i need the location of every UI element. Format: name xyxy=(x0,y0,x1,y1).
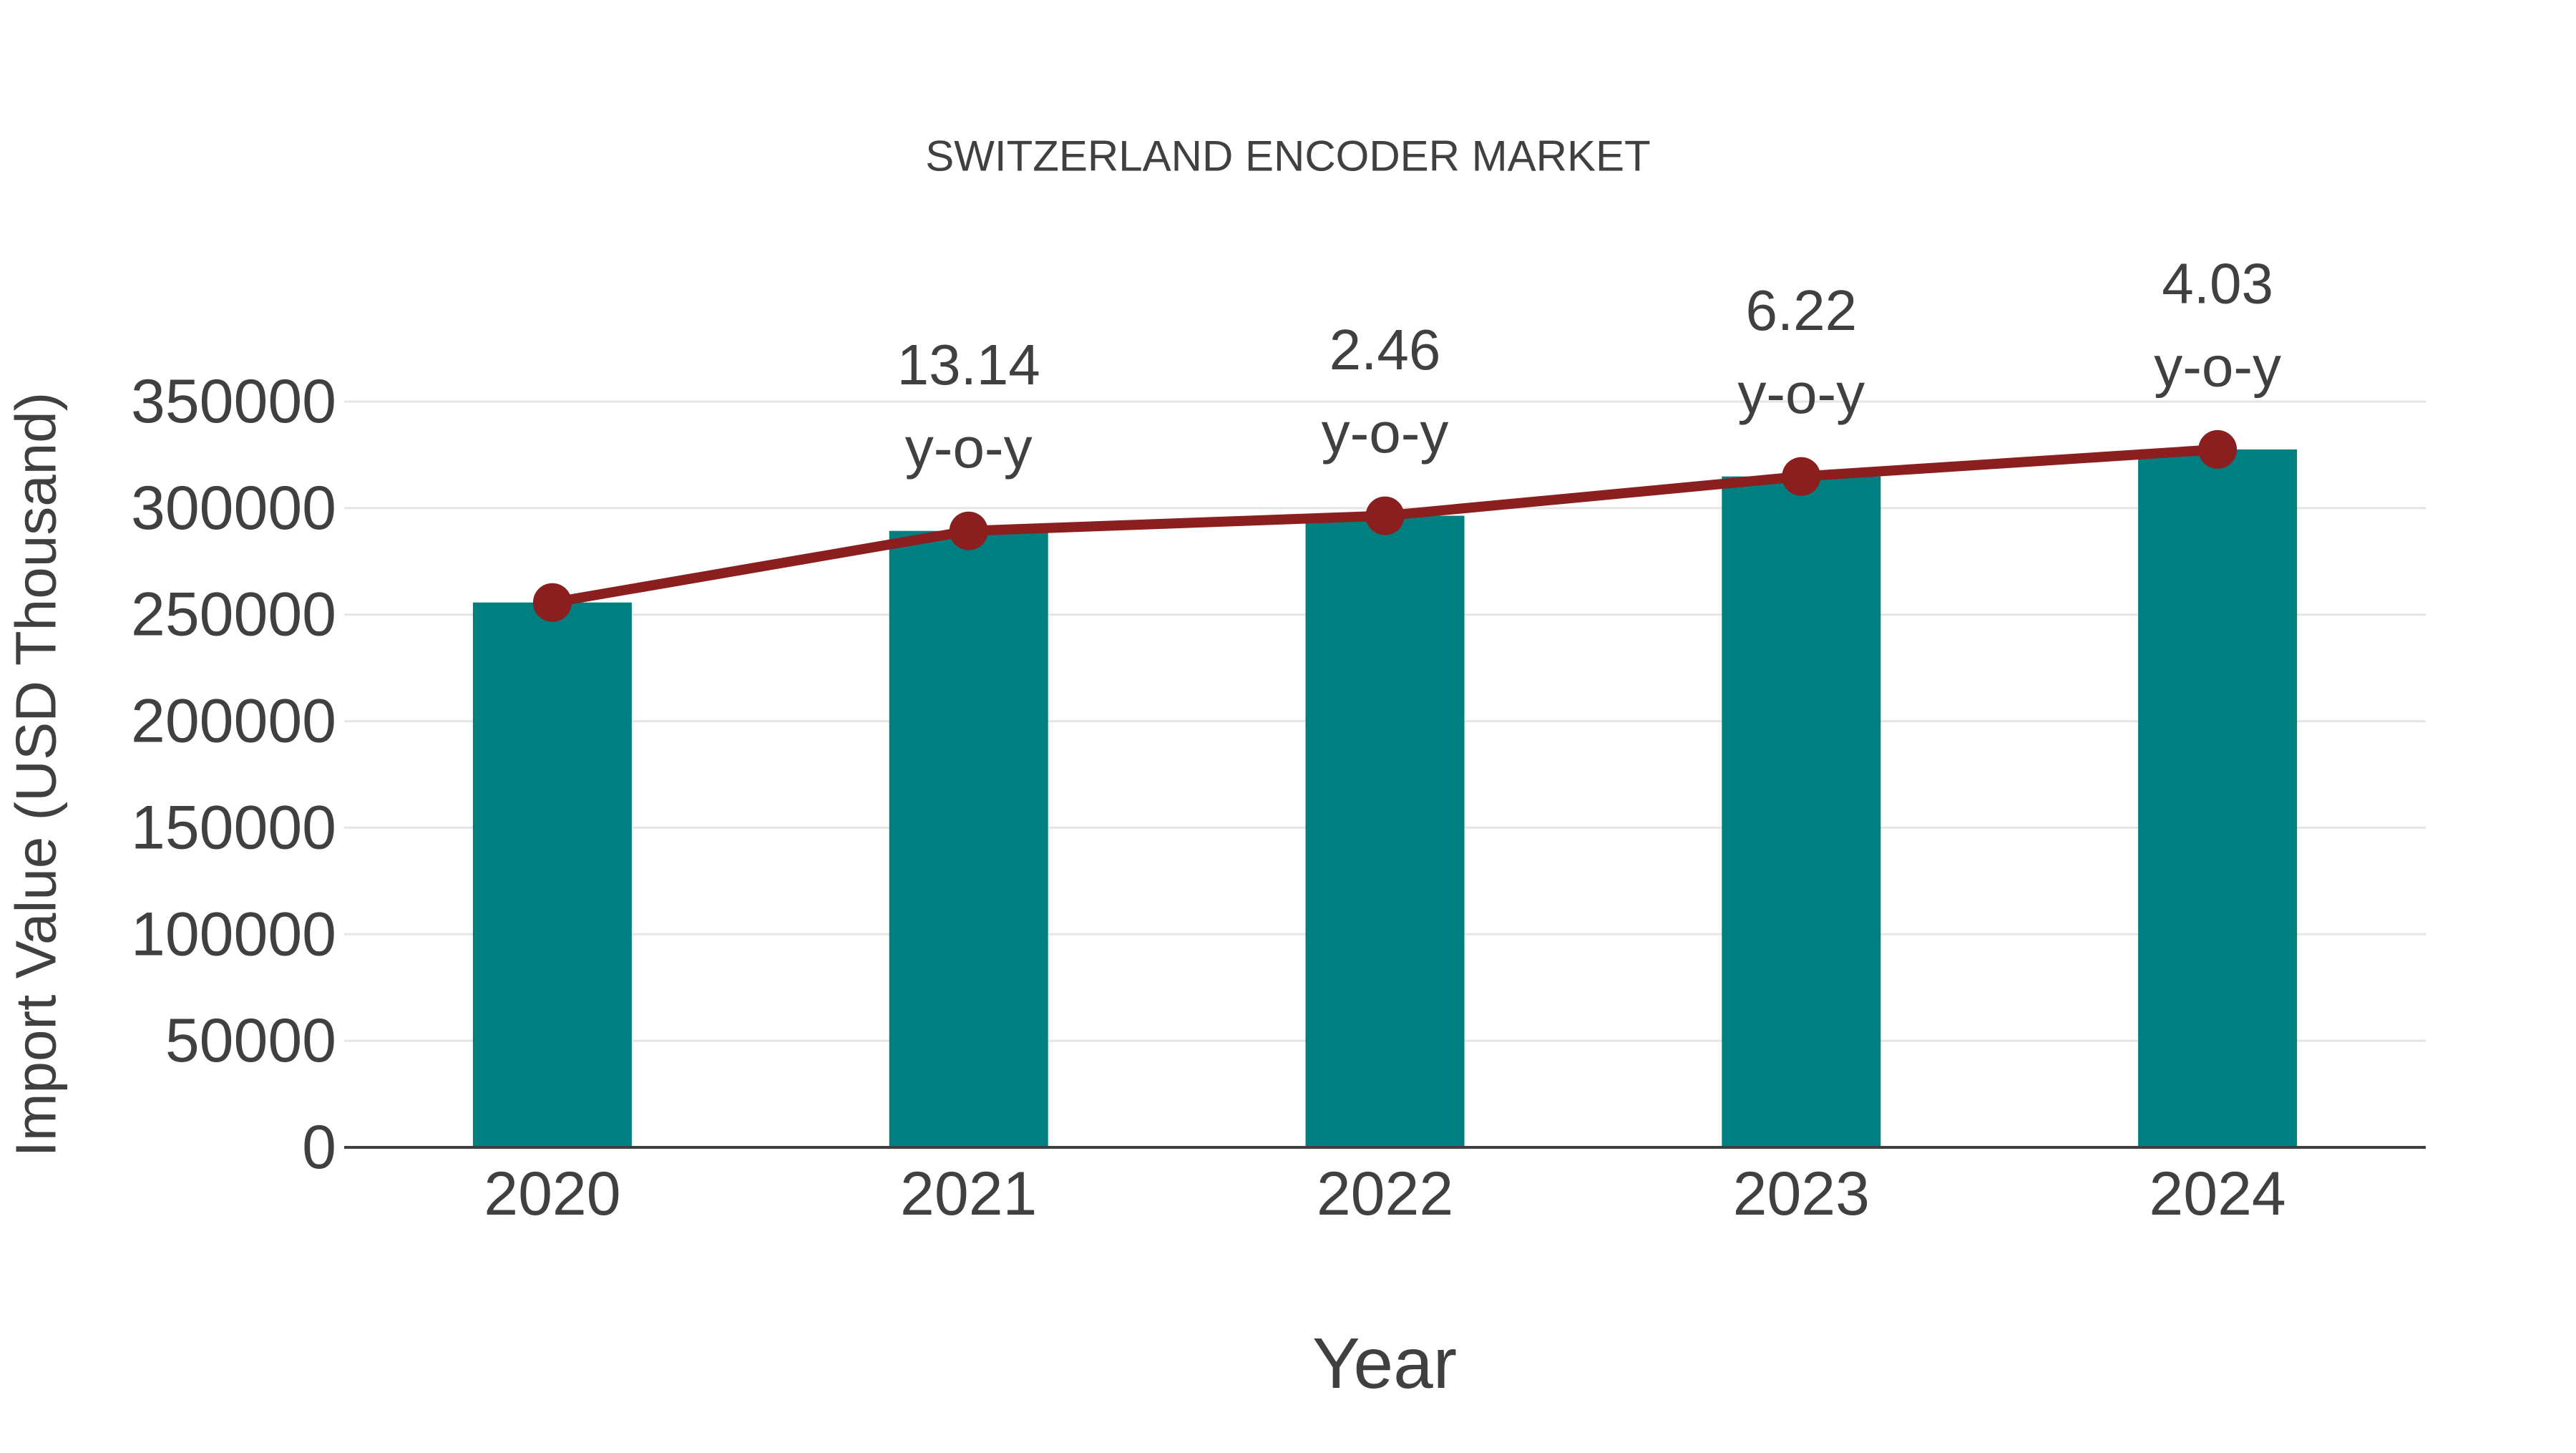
marker-2020 xyxy=(532,583,572,622)
bar-series xyxy=(472,449,2298,1149)
x-tick-2023: 2023 xyxy=(1733,1160,1870,1228)
annotation-2024-value: 4.03 xyxy=(2162,251,2273,315)
y-tick-350000: 350000 xyxy=(131,367,336,436)
annotation-2021-unit: y-o-y xyxy=(905,416,1033,480)
marker-2021 xyxy=(949,511,988,550)
annotation-2021-value: 13.14 xyxy=(897,333,1040,397)
x-tick-2024: 2024 xyxy=(2149,1160,2285,1228)
annotation-2022-unit: y-o-y xyxy=(1322,401,1449,465)
y-tick-0: 0 xyxy=(302,1113,336,1182)
x-tick-2021: 2021 xyxy=(900,1160,1037,1228)
x-axis-ticks: 2020 2021 2022 2023 2024 xyxy=(484,1160,2286,1228)
marker-2022 xyxy=(1365,496,1405,535)
y-tick-300000: 300000 xyxy=(131,474,336,543)
marker-2023 xyxy=(1782,457,1821,496)
marker-2024 xyxy=(2198,429,2238,469)
y-tick-250000: 250000 xyxy=(131,580,336,649)
y-axis-ticks: 0 50000 100000 150000 200000 250000 300000 3500… xyxy=(131,367,336,1182)
bar-2023 xyxy=(1722,476,1881,1149)
x-tick-2020: 2020 xyxy=(484,1160,620,1228)
bar-2020 xyxy=(472,602,632,1149)
line-series xyxy=(532,429,2238,622)
yoy-annotations: 13.14 y-o-y 2.46 y-o-y 6.22 y-o-y 4.03 y-o-y xyxy=(897,251,2281,480)
bar-2022 xyxy=(1305,515,1465,1149)
x-axis-title: Year xyxy=(1312,1323,1457,1404)
bar-2024 xyxy=(2138,449,2298,1149)
bar-2021 xyxy=(889,530,1048,1149)
y-tick-50000: 50000 xyxy=(165,1006,336,1075)
annotation-2024-unit: y-o-y xyxy=(2154,334,2281,398)
x-tick-2022: 2022 xyxy=(1317,1160,1453,1228)
y-tick-150000: 150000 xyxy=(131,793,336,862)
annotation-2022-value: 2.46 xyxy=(1330,318,1441,382)
y-tick-200000: 200000 xyxy=(131,687,336,756)
annotation-2023-value: 6.22 xyxy=(1745,278,1857,342)
y-tick-100000: 100000 xyxy=(131,900,336,968)
y-axis-title: Import Value (USD Thousand) xyxy=(4,392,68,1157)
chart-title: SWITZERLAND ENCODER MARKET xyxy=(925,132,1650,180)
annotation-2023-unit: y-o-y xyxy=(1737,361,1865,425)
